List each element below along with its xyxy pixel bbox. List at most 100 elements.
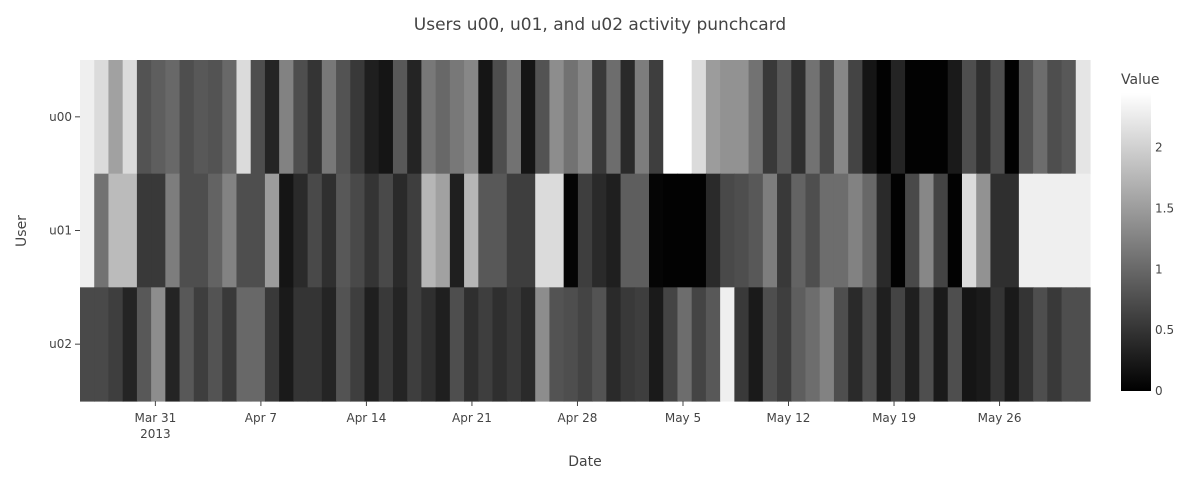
y-tick-label: u01 (49, 224, 72, 238)
heatmap-cell (905, 173, 920, 288)
heatmap-cell (990, 60, 1006, 175)
x-tick-label: May 19 (872, 411, 916, 425)
heatmap-cell (307, 173, 323, 288)
heatmap-cell (136, 287, 152, 402)
heatmap-cell (762, 287, 778, 402)
colorbar-title: Value (1121, 72, 1159, 88)
colorbar: Value 0 0.5 1 1.5 2 (1121, 72, 1174, 398)
heatmap-cell (321, 287, 337, 402)
heatmap-cell (890, 287, 906, 402)
heatmap-cell (748, 60, 764, 175)
heatmap-cell (378, 173, 394, 288)
heatmap-cell (549, 287, 565, 402)
y-tick-label: u02 (49, 337, 72, 351)
heatmap-cell (1033, 60, 1048, 175)
heatmap-cell (549, 173, 565, 288)
heatmap-cell (663, 60, 679, 175)
heatmap-cell (862, 287, 878, 402)
heatmap-cell (1047, 173, 1063, 288)
chart-title: Users u00, u01, and u02 activity punchca… (414, 15, 786, 35)
heatmap-cell (264, 173, 280, 288)
heatmap-cell (705, 173, 721, 288)
heatmap-cell (791, 287, 807, 402)
heatmap-cell (208, 60, 223, 175)
heatmap-cell (606, 173, 622, 288)
heatmap-cell (734, 173, 750, 288)
heatmap-cell (1075, 173, 1091, 288)
heatmap-cell (1033, 173, 1048, 288)
heatmap-cell (122, 173, 138, 288)
heatmap-cell (535, 173, 551, 288)
heatmap-cell (990, 173, 1006, 288)
heatmap-cell (321, 173, 337, 288)
heatmap-cell (805, 287, 821, 402)
heatmap-cell (563, 287, 579, 402)
heatmap-cell (407, 173, 423, 288)
heatmap-cell (1004, 173, 1020, 288)
heatmap-cell (293, 173, 309, 288)
heatmap-cell (421, 60, 437, 175)
heatmap-cell (392, 173, 408, 288)
heatmap-cell (236, 173, 252, 288)
heatmap-cell (833, 60, 849, 175)
x-tick-label: May 5 (665, 411, 701, 425)
heatmap-cell (321, 60, 337, 175)
heatmap-cell (506, 60, 522, 175)
heatmap-cell (577, 60, 593, 175)
heatmap-cell (1018, 60, 1034, 175)
heatmap-cell (606, 60, 622, 175)
heatmap-cell (492, 60, 508, 175)
heatmap-cell (1004, 60, 1020, 175)
heatmap-cell (649, 60, 664, 175)
heatmap-cell (208, 173, 223, 288)
heatmap-cell (350, 287, 366, 402)
heatmap-cell (80, 173, 95, 288)
heatmap-cell (734, 60, 750, 175)
heatmap-cell (179, 287, 195, 402)
heatmap-cell (193, 60, 209, 175)
heatmap-cell (506, 173, 522, 288)
heatmap-cell (492, 287, 508, 402)
heatmap-cell (720, 60, 735, 175)
heatmap-cell (449, 287, 465, 402)
heatmap-cell (350, 60, 366, 175)
y-axis-title: User (14, 215, 30, 247)
heatmap-cell (777, 287, 792, 402)
heatmap-cell (520, 173, 536, 288)
heatmap-cell (293, 60, 309, 175)
heatmap-cell (250, 60, 266, 175)
heatmap-cell (151, 173, 166, 288)
heatmap-cell (435, 60, 451, 175)
heatmap-cell (535, 60, 551, 175)
heatmap-cell (464, 287, 479, 402)
heatmap-cell (563, 60, 579, 175)
heatmap-cell (577, 287, 593, 402)
heatmap-cell (108, 173, 124, 288)
heatmap-cell (862, 173, 878, 288)
heatmap-cell (592, 287, 607, 402)
heatmap-cell (961, 287, 977, 402)
heatmap-cell (876, 173, 892, 288)
x-tick-label: May 12 (767, 411, 811, 425)
heatmap-cell (620, 173, 636, 288)
heatmap-cell (833, 173, 849, 288)
heatmap-cell (663, 173, 679, 288)
heatmap-cell (193, 287, 209, 402)
heatmap-cell (762, 60, 778, 175)
heatmap-cell (976, 287, 992, 402)
heatmap-cell (250, 287, 266, 402)
heatmap-cell (165, 173, 181, 288)
heatmap-cell (94, 60, 110, 175)
heatmap-cell (606, 287, 622, 402)
heatmap-cell (535, 287, 551, 402)
heatmap-cell (165, 60, 181, 175)
heatmap-cell (222, 173, 238, 288)
x-tick-label: May 26 (978, 411, 1022, 425)
heatmap-cell (165, 287, 181, 402)
colorbar-tick-label: 0.5 (1155, 323, 1174, 337)
heatmap-cell (94, 173, 110, 288)
heatmap-cell (777, 60, 792, 175)
heatmap-cell (720, 287, 735, 402)
heatmap-cell (677, 60, 693, 175)
